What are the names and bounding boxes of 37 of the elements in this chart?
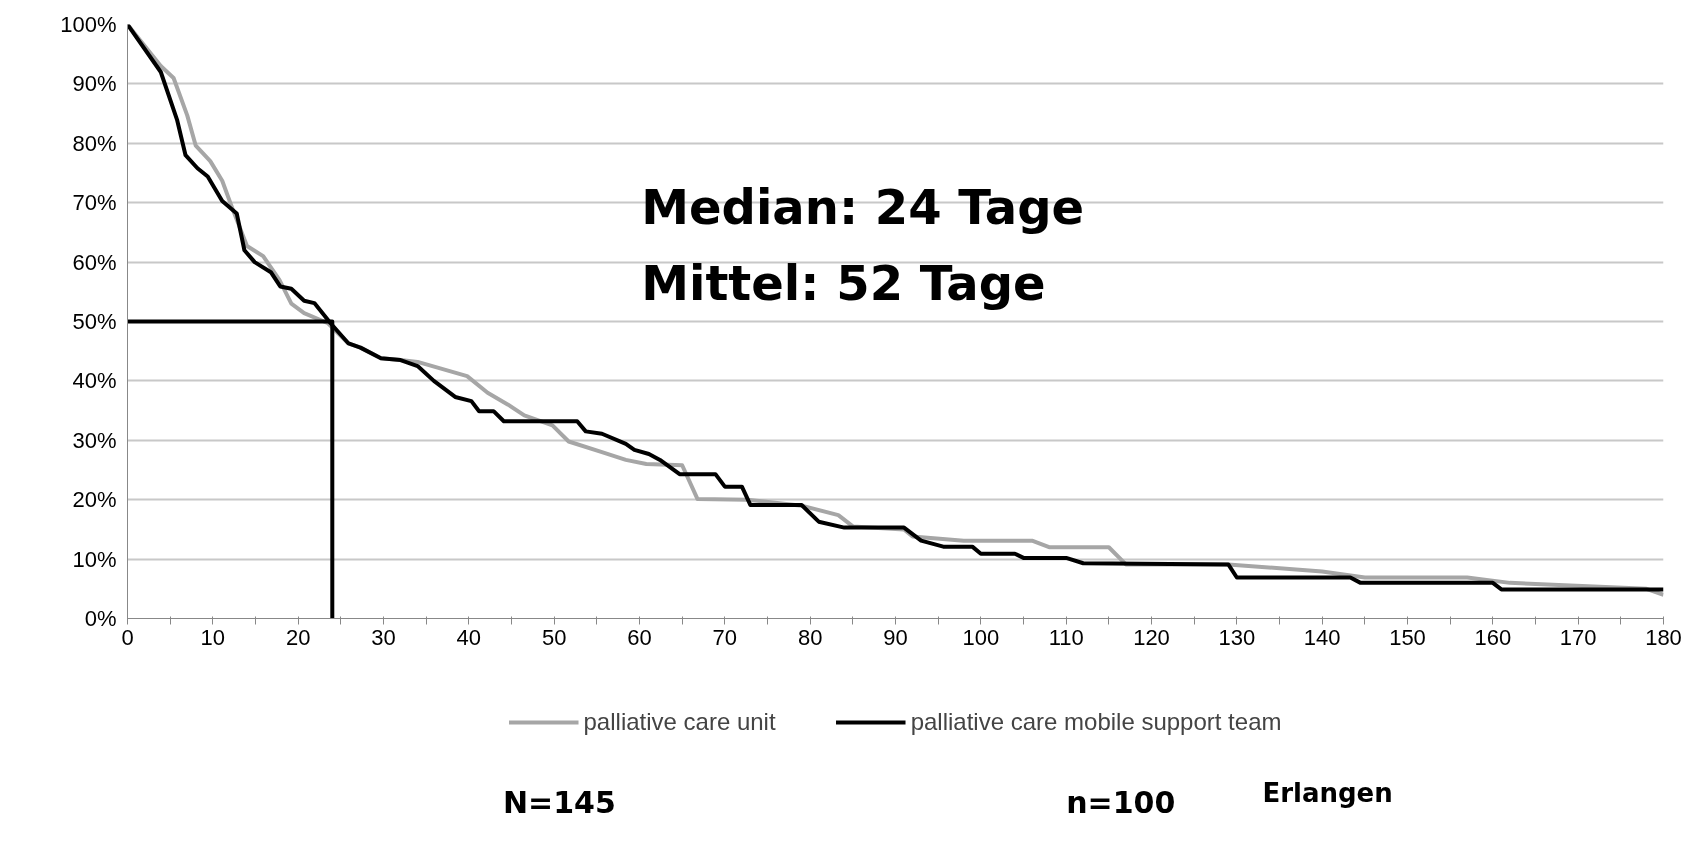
x-tick-label: 80 <box>797 624 823 650</box>
y-tick-label: 20% <box>72 487 117 513</box>
x-tick-label: 100 <box>962 624 1000 650</box>
x-tick-label: 170 <box>1559 624 1597 650</box>
y-tick-label: 90% <box>72 71 117 97</box>
y-tick-label: 30% <box>72 427 117 453</box>
x-tick-label: 30 <box>371 624 396 650</box>
y-tick-label: 40% <box>72 368 117 394</box>
x-tick-label: 0 <box>121 624 134 650</box>
legend-label: palliative care mobile support team <box>910 708 1282 736</box>
annotation: Median: 24 Tage <box>641 178 1085 235</box>
x-tick-label: 150 <box>1389 624 1426 650</box>
x-tick-label: 90 <box>883 624 908 650</box>
text: N=145 <box>502 785 616 820</box>
x-tick-label: 60 <box>627 624 652 650</box>
x-tick-label: 160 <box>1474 624 1512 650</box>
y-tick-label: 80% <box>72 130 117 156</box>
annotation: Mittel: 52 Tage <box>641 254 1046 311</box>
y-tick-label: 100% <box>60 12 117 37</box>
y-tick-label: 70% <box>72 190 117 216</box>
x-tick-label: 140 <box>1303 624 1341 650</box>
x-tick-label: 180 <box>1645 624 1682 650</box>
x-tick-label: 40 <box>456 624 482 650</box>
legend-label: palliative care unit <box>583 708 776 736</box>
text: Erlangen <box>1262 778 1393 809</box>
y-tick-label: 50% <box>72 309 117 334</box>
x-tick-label: 20 <box>285 624 311 650</box>
text: n=100 <box>1066 785 1176 820</box>
x-tick-label: 110 <box>1048 624 1084 650</box>
x-tick-label: 50 <box>541 624 567 650</box>
y-tick-label: 0% <box>84 606 117 631</box>
y-tick-label: 60% <box>72 249 117 275</box>
y-tick-label: 10% <box>72 546 117 572</box>
x-tick-label: 70 <box>712 624 738 650</box>
x-tick-label: 10 <box>200 624 226 650</box>
x-tick-label: 130 <box>1218 624 1256 650</box>
x-tick-label: 120 <box>1133 624 1170 650</box>
